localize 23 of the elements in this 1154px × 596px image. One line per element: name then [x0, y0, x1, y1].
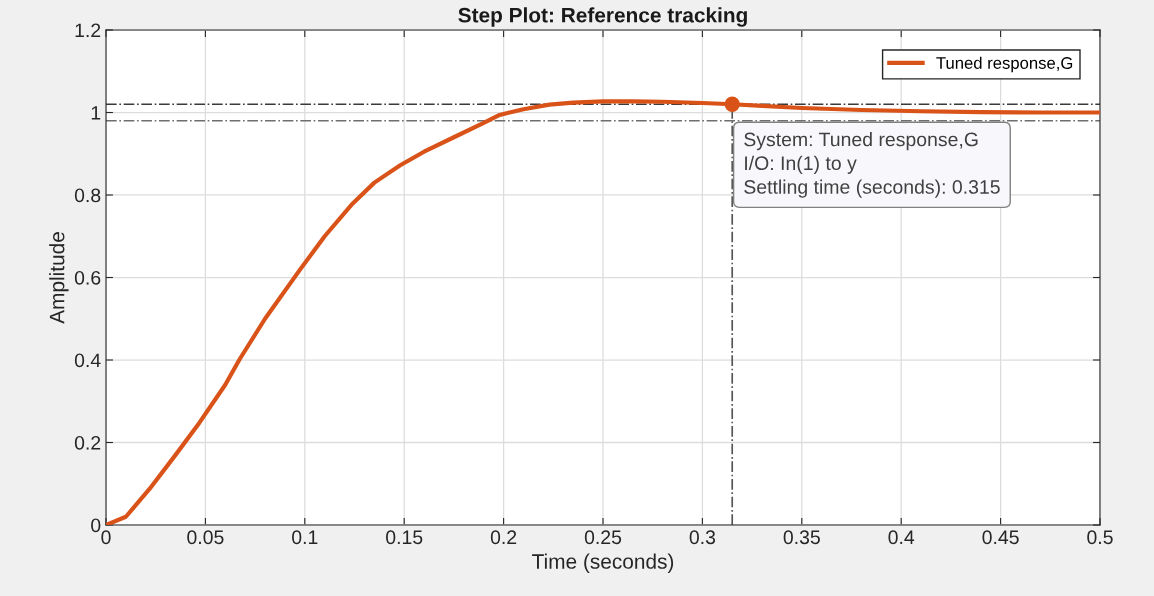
- x-tick-label: 0.5: [1087, 530, 1113, 545]
- x-tick-label: 0.35: [783, 530, 820, 545]
- x-tick-label: 0.4: [888, 530, 915, 545]
- y-tick-label: 0.8: [74, 188, 101, 203]
- x-tick-label: 0.15: [386, 530, 423, 545]
- y-tick-label: 0.2: [74, 435, 101, 450]
- x-tick-label: 0.3: [689, 530, 716, 545]
- y-tick-label: 1.2: [75, 23, 101, 38]
- legend-label: Tuned response,G: [936, 56, 1073, 73]
- y-tick-label: 0.6: [74, 270, 101, 285]
- y-tick-label: 1: [91, 106, 101, 120]
- x-tick-label: 0.45: [982, 530, 1019, 545]
- chart-title: Step Plot: Reference tracking: [458, 7, 747, 27]
- x-tick-label: 0.2: [490, 530, 517, 545]
- y-tick-label: 0.4: [74, 353, 101, 368]
- y-tick-label: 0: [91, 518, 101, 533]
- x-tick-label: 0.25: [584, 530, 622, 545]
- annotation: System: Tuned response,G I/O: In(1) to y Settling time (seconds): 0.315: [744, 132, 1000, 198]
- x-tick-label: 0.1: [292, 530, 318, 545]
- x-axis-title: Time (seconds): [532, 553, 674, 573]
- x-tick-label: 0: [101, 530, 111, 545]
- x-tick-label: 0.05: [187, 530, 224, 545]
- y-axis-title: Amplitude: [49, 232, 69, 324]
